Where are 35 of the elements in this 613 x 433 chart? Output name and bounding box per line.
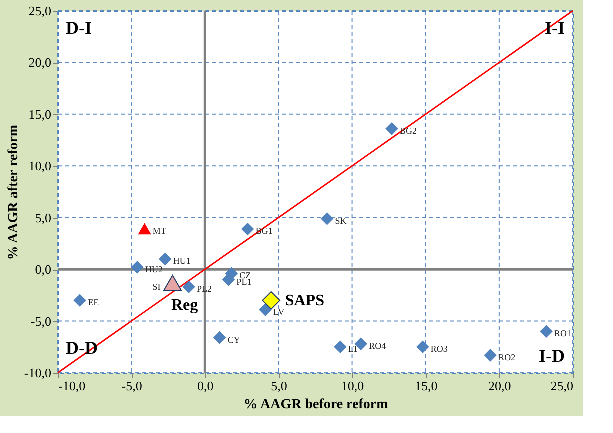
- y-tick-label: 15,0: [28, 106, 52, 122]
- data-label: SK: [335, 216, 348, 226]
- y-tick-label: 0,0: [35, 262, 52, 278]
- data-label: RO2: [498, 352, 516, 362]
- data-label: RO1: [554, 328, 572, 339]
- data-label: MT: [152, 226, 167, 236]
- x-tick-label: 25,0: [550, 378, 574, 394]
- x-tick-label: 10,0: [341, 378, 364, 394]
- y-tick-label: -5,0: [30, 314, 52, 329]
- y-tick-label: -10,0: [24, 366, 52, 380]
- series-label: SAPS: [285, 292, 325, 310]
- x-tick-label: 5,0: [271, 378, 288, 394]
- y-tick-label: 25,0: [28, 4, 52, 18]
- data-label: SI: [152, 282, 161, 292]
- data-label: EE: [88, 298, 100, 308]
- data-label: LT: [348, 344, 360, 354]
- data-label: LV: [273, 306, 286, 317]
- y-tick-label: 10,0: [28, 158, 52, 174]
- x-axis-title: % AAGR before reform: [244, 398, 389, 412]
- data-label: RO4: [369, 341, 387, 352]
- data-label: RO3: [430, 344, 448, 354]
- annotation: I-D: [539, 346, 565, 366]
- x-tick-label: -5,0: [122, 378, 142, 394]
- y-axis-title: % AAGR after reform: [6, 124, 22, 260]
- annotation: D-I: [66, 18, 92, 38]
- x-tick-label: 0,0: [198, 378, 214, 394]
- x-tick-label: 15,0: [414, 378, 438, 394]
- x-tick-label: 20,0: [488, 378, 512, 394]
- series-label: Reg: [171, 297, 198, 314]
- annotation: I-I: [544, 18, 565, 38]
- y-tick-label: 5,0: [35, 210, 52, 226]
- x-tick-label: -10,0: [58, 378, 86, 394]
- y-tick-label: 20,0: [28, 55, 52, 70]
- data-label: HU1: [173, 256, 191, 266]
- data-label: CY: [228, 334, 241, 345]
